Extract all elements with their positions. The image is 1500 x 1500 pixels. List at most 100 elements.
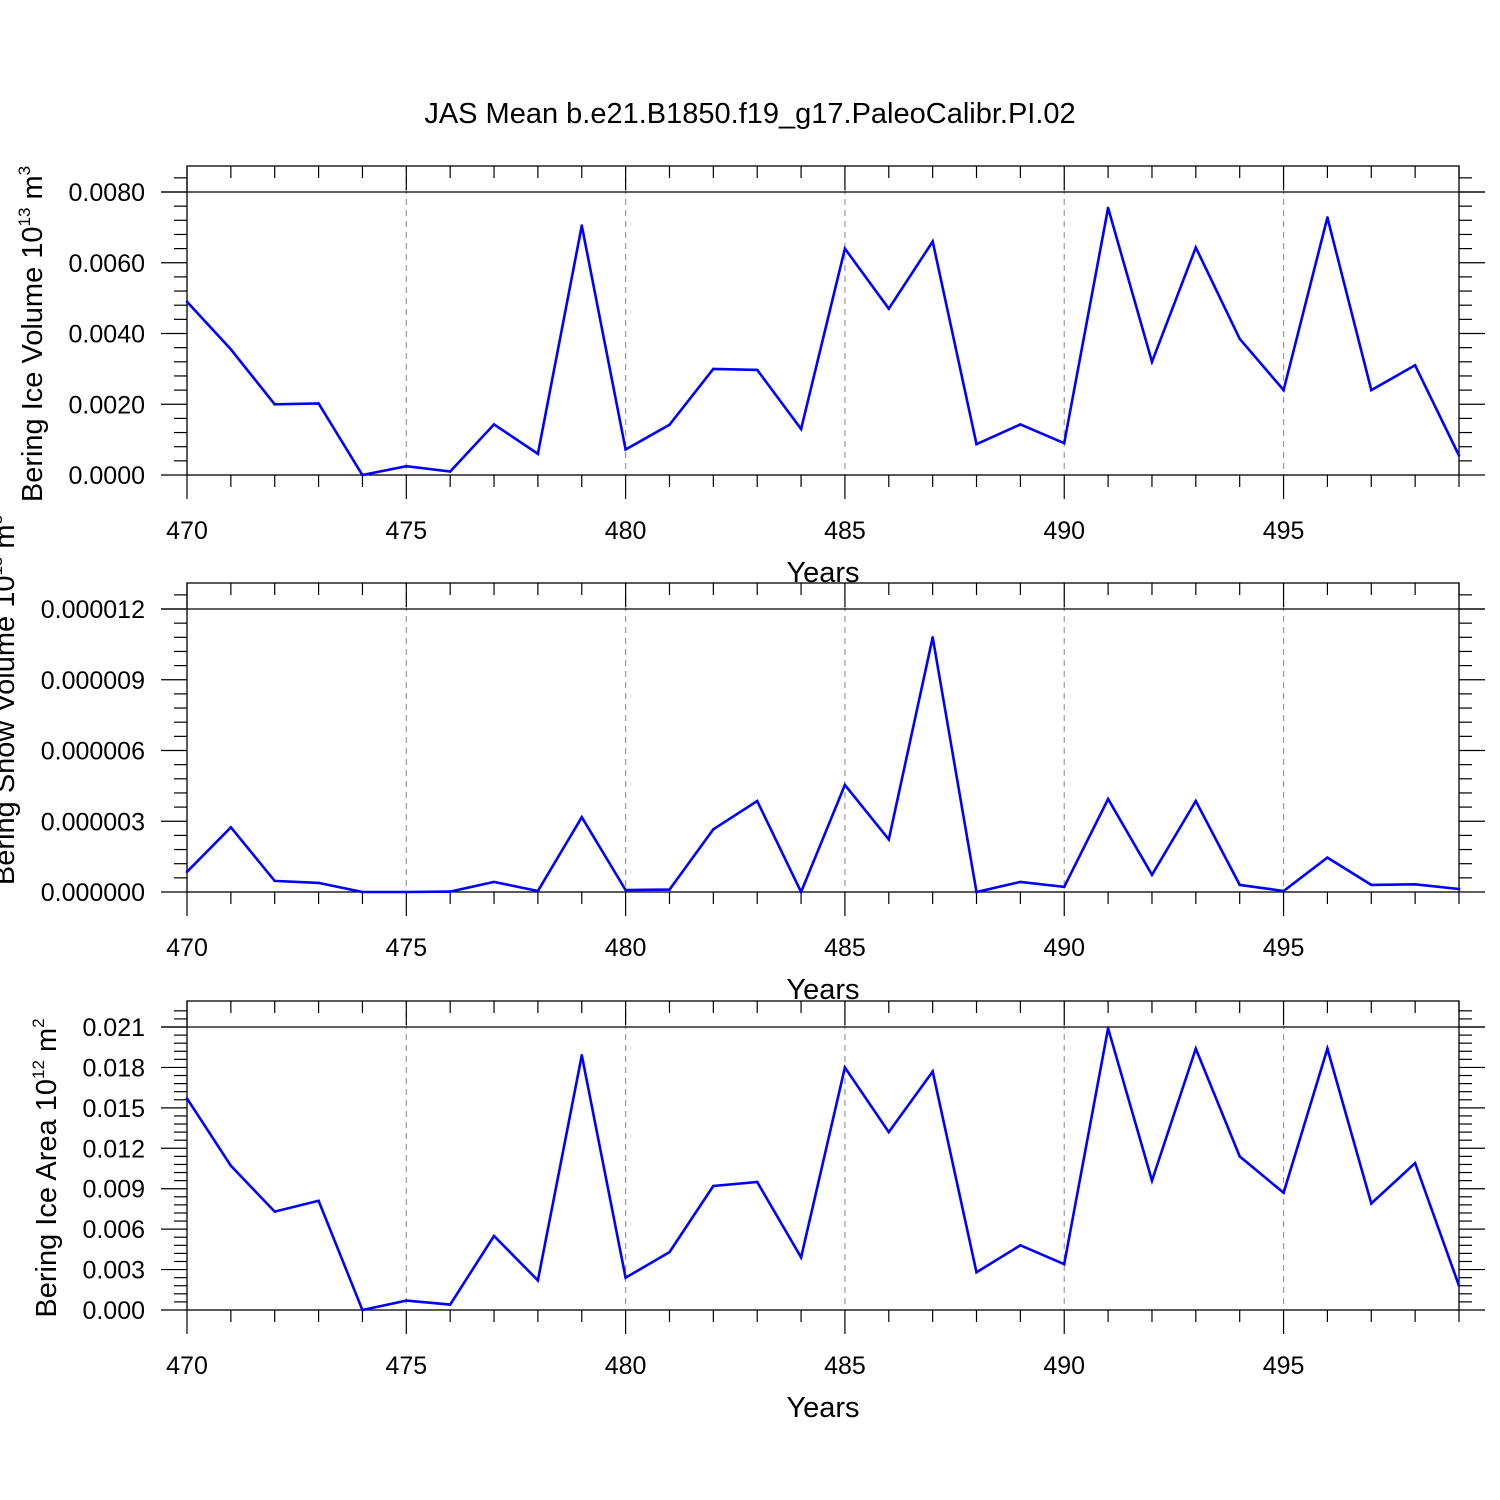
y-axis-label: Bering Ice Area 1012 m2: [29, 1018, 63, 1317]
y-axis-label-text: Bering Snow Volume 10: [0, 576, 21, 886]
data-point: [1282, 889, 1285, 893]
data-point: [975, 890, 978, 894]
y-axis-label-exponent: 13: [0, 557, 6, 576]
data-point: [799, 427, 803, 431]
x-tick-label: 495: [1263, 1352, 1305, 1380]
x-tick-label: 495: [1263, 517, 1305, 545]
data-point: [1326, 856, 1329, 859]
data-point: [1369, 1202, 1373, 1205]
data-point: [668, 888, 671, 891]
data-point: [1019, 423, 1022, 426]
chart-panel-3: 470 475 480 485 490 495 0.000 0.003 0.006 0.009 0.…: [29, 1000, 1485, 1424]
data-point: [1062, 1262, 1066, 1266]
y-tick-label: 0.018: [82, 1054, 145, 1082]
x-tick-label: 490: [1043, 934, 1085, 962]
data-point: [975, 442, 978, 446]
data-point: [843, 783, 847, 787]
data-point: [755, 799, 759, 803]
data-point: [1150, 873, 1154, 877]
y-axis-label-unit-exponent: 3: [0, 515, 6, 524]
data-point: [1282, 1191, 1285, 1195]
data-point: [1150, 1179, 1154, 1182]
data-point: [273, 879, 277, 883]
data-point: [1062, 441, 1066, 445]
chart-panel-1: 470 475 480 485 490 495 0.0000 0.0020 0.0040 0.00…: [15, 165, 1485, 589]
data-point: [887, 1130, 891, 1134]
data-point: [1326, 1047, 1329, 1050]
data-point: [1457, 1284, 1461, 1288]
data-point: [361, 1308, 364, 1312]
y-axis-label: Bering Snow Volume 1013 m3: [0, 515, 21, 885]
y-tick-label: 0.000009: [41, 667, 145, 695]
data-point: [317, 1199, 320, 1203]
data-point: [1238, 337, 1241, 341]
data-point: [1194, 799, 1198, 803]
data-point: [229, 1164, 233, 1168]
y-tick-label: 0.0060: [69, 250, 145, 278]
data-point: [1019, 1244, 1022, 1247]
x-tick-label: 485: [824, 1352, 866, 1380]
x-axis-label: Years: [786, 1392, 859, 1424]
data-point: [624, 1276, 627, 1279]
y-tick-label: 0.000000: [41, 879, 145, 907]
y-tick-label: 0.000012: [41, 596, 145, 624]
data-point: [712, 1184, 715, 1188]
y-tick-label: 0.006: [82, 1216, 145, 1244]
data-point: [1413, 364, 1417, 367]
data-point: [405, 1299, 408, 1302]
data-point: [1238, 883, 1241, 887]
x-tick-label: 475: [385, 1352, 427, 1380]
data-point: [536, 1279, 540, 1282]
y-tick-label: 0.000003: [41, 808, 145, 836]
x-axis-label: Years: [786, 557, 859, 589]
y-tick-label: 0.009: [82, 1176, 145, 1204]
y-axis-label-exponent: 12: [29, 1060, 48, 1079]
data-point: [1413, 883, 1417, 886]
y-axis-label: Bering Ice Volume 1013 m3: [15, 166, 49, 502]
data-point: [712, 367, 715, 371]
data-point: [361, 473, 364, 477]
data-point: [229, 348, 233, 351]
data-point: [492, 880, 496, 884]
data-point: [712, 828, 715, 831]
data-point: [229, 826, 233, 829]
data-point: [931, 636, 934, 639]
plot-frame: [186, 165, 1460, 476]
series-line: [185, 1027, 1461, 1312]
y-axis-label-text: Bering Ice Area 10: [31, 1079, 63, 1318]
x-tick-label: 490: [1043, 1352, 1085, 1380]
y-tick-label: 0.0020: [69, 391, 145, 419]
y-tick-label: 0.021: [82, 1014, 145, 1042]
data-point: [1457, 454, 1461, 457]
data-point: [185, 870, 189, 874]
data-point: [931, 240, 934, 243]
data-point: [1150, 360, 1154, 364]
data-point: [1413, 1161, 1417, 1165]
x-tick-label: 475: [385, 517, 427, 545]
data-point: [1062, 885, 1066, 889]
x-tick-label: 480: [605, 517, 647, 545]
y-tick-label: 0.0000: [69, 462, 145, 490]
y-tick-label: 0.000006: [41, 738, 145, 766]
y-axis-label-unit: m: [17, 175, 49, 207]
data-point: [1194, 1047, 1198, 1050]
y-axis-label-unit: m: [31, 1028, 63, 1060]
series-line: [186, 637, 1460, 896]
data-point: [1238, 1155, 1241, 1158]
y-tick-label: 0.012: [82, 1135, 145, 1163]
data-point: [536, 452, 540, 456]
data-point: [624, 448, 627, 451]
data-point: [931, 1070, 934, 1073]
x-tick-label: 470: [166, 934, 208, 962]
data-point: [1106, 206, 1110, 210]
data-point: [887, 838, 891, 841]
data-point: [361, 890, 364, 894]
series-line: [186, 207, 1461, 477]
y-axis-label-unit-exponent: 2: [29, 1018, 48, 1027]
data-point: [1106, 797, 1110, 801]
data-point: [668, 423, 671, 427]
data-point: [448, 890, 452, 893]
data-point: [580, 1054, 584, 1057]
x-tick-label: 480: [605, 934, 647, 962]
